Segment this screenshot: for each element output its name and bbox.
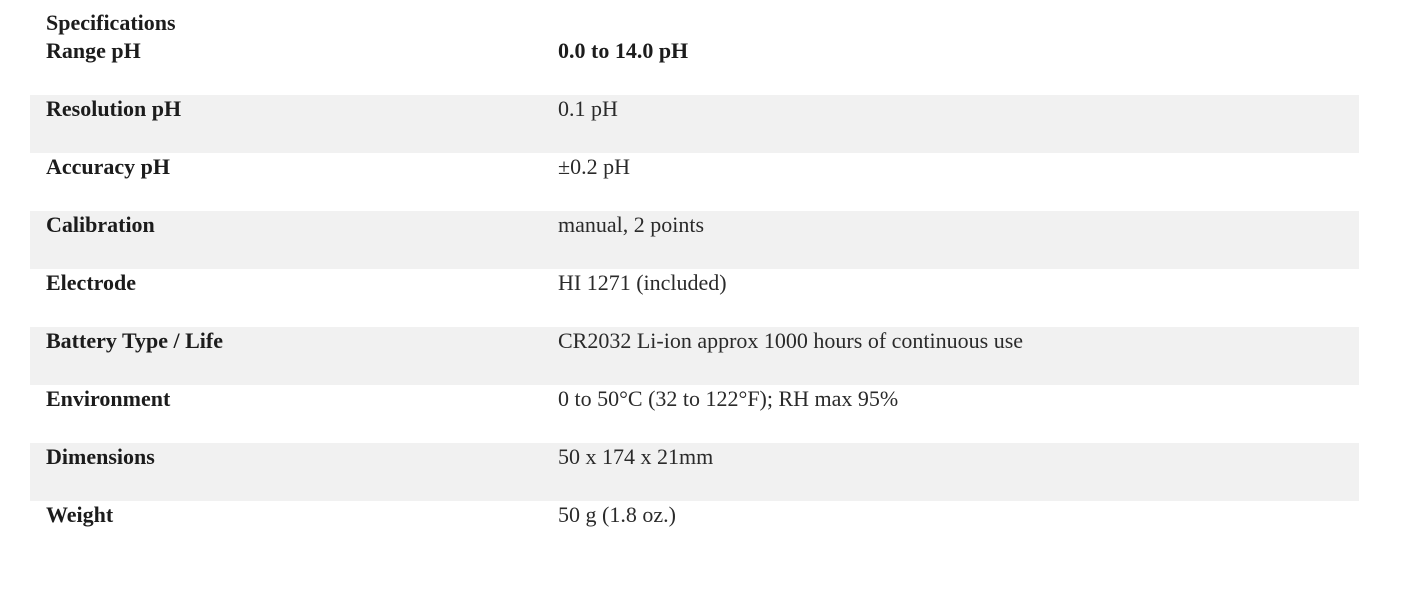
spec-value: manual, 2 points xyxy=(558,212,705,237)
spec-value: 0.0 to 14.0 pH xyxy=(558,38,689,63)
spec-row-electrode: Electrode HI 1271 (included) xyxy=(30,269,1359,327)
spec-label: Weight xyxy=(46,502,114,527)
spec-row-range-ph: Range pH 0.0 to 14.0 pH xyxy=(30,37,1359,95)
spec-value: 0.1 pH xyxy=(558,96,618,121)
spec-value: ±0.2 pH xyxy=(558,154,630,179)
spec-value: CR2032 Li-ion approx 1000 hours of conti… xyxy=(558,328,1024,353)
spec-value: 50 x 174 x 21mm xyxy=(558,444,714,469)
spec-row-environment: Environment 0 to 50°C (32 to 122°F); RH … xyxy=(30,385,1359,443)
spec-row-dimensions: Dimensions 50 x 174 x 21mm xyxy=(30,443,1359,501)
spec-row-calibration: Calibration manual, 2 points xyxy=(30,211,1359,269)
specifications-table: Range pH 0.0 to 14.0 pH Resolution pH 0.… xyxy=(30,37,1359,559)
spec-value: HI 1271 (included) xyxy=(558,270,727,295)
spec-label: Accuracy pH xyxy=(46,154,171,179)
spec-label: Calibration xyxy=(46,212,155,237)
spec-value: 0 to 50°C (32 to 122°F); RH max 95% xyxy=(558,386,899,411)
spec-row-resolution-ph: Resolution pH 0.1 pH xyxy=(30,95,1359,153)
spec-label: Environment xyxy=(46,386,171,411)
spec-label: Dimensions xyxy=(46,444,155,469)
spec-label: Battery Type / Life xyxy=(46,328,223,353)
spec-row-weight: Weight 50 g (1.8 oz.) xyxy=(30,501,1359,559)
spec-label: Resolution pH xyxy=(46,96,182,121)
spec-label: Range pH xyxy=(46,38,141,63)
spec-row-battery: Battery Type / Life CR2032 Li-ion approx… xyxy=(30,327,1359,385)
spec-row-accuracy-ph: Accuracy pH ±0.2 pH xyxy=(30,153,1359,211)
spec-label: Electrode xyxy=(46,270,137,295)
spec-value: 50 g (1.8 oz.) xyxy=(558,502,676,527)
specifications-heading: Specifications xyxy=(46,10,176,35)
